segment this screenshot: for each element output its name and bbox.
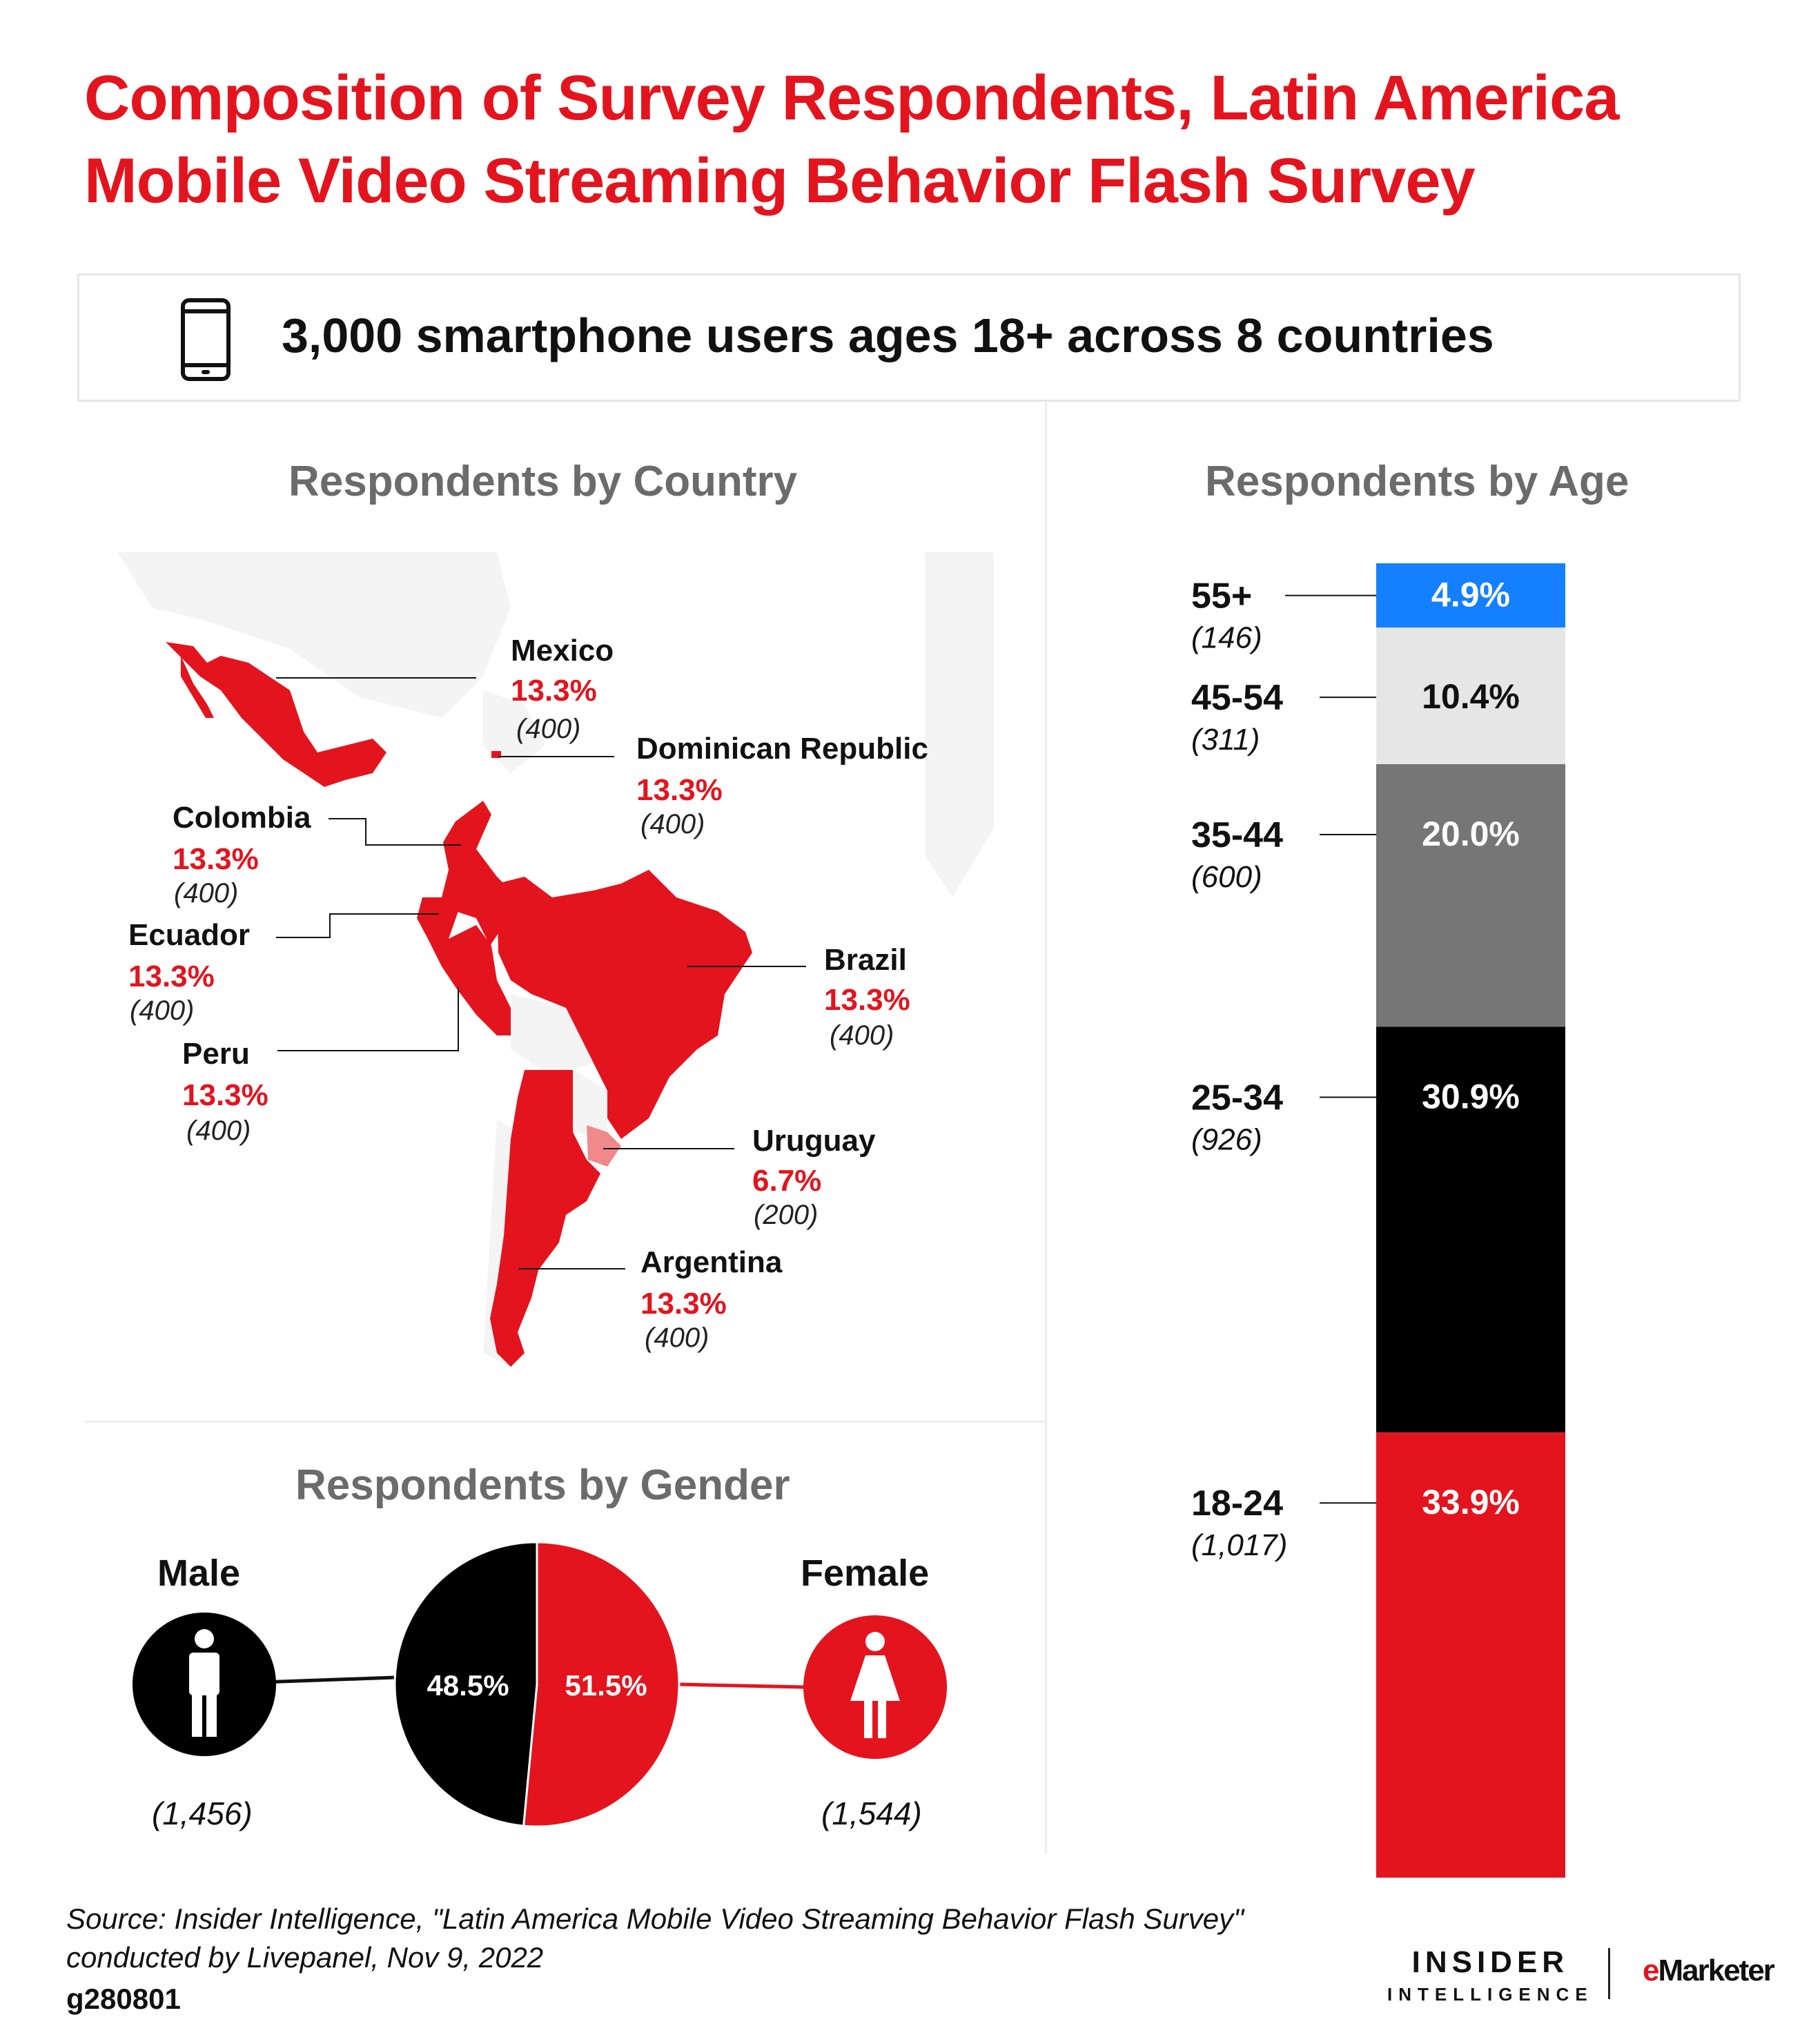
age-count-25-34: (926): [1191, 1122, 1262, 1156]
logo-emarketer-e: e: [1643, 1954, 1660, 1987]
land-paraguay: [573, 1070, 607, 1139]
gender-count-male: (1,456): [152, 1795, 253, 1831]
gender-pie-chart: 48.5% 51.5%: [133, 1541, 947, 1828]
source-line-1: Source: Insider Intelligence, "Latin Ame…: [66, 1902, 1244, 1935]
age-value-55plus: 4.9%: [1431, 576, 1510, 614]
country-pct-peru: 13.3%: [182, 1078, 268, 1112]
age-label-25-34: 25-34: [1191, 1078, 1283, 1118]
country-count-ecuador: (400): [130, 995, 195, 1026]
age-value-18-24: 33.9%: [1422, 1483, 1520, 1521]
country-dominican-republic: [491, 751, 501, 758]
emarketer-logo: eMarketer: [1643, 1954, 1775, 1988]
country-mexico-baja: [181, 656, 214, 718]
chart-title: Composition of Survey Respondents, Latin…: [84, 63, 1619, 216]
country-label-mexico: Mexico: [511, 634, 614, 668]
insider-intelligence-logo: INSIDER INTELLIGENCE: [1387, 1947, 1594, 2010]
country-colombia: [442, 801, 511, 946]
summary-banner: [77, 273, 1741, 402]
male-icon: [189, 1629, 219, 1737]
age-count-18-24: (1,017): [1191, 1528, 1287, 1562]
age-count-35-44: (600): [1191, 860, 1262, 894]
age-value-35-44: 20.0%: [1422, 815, 1520, 853]
gender-section-title: Respondents by Gender: [295, 1461, 790, 1509]
country-pct-ecuador: 13.3%: [128, 960, 215, 993]
gender-connector-female: [678, 1682, 805, 1689]
gender-count-female: (1,544): [821, 1795, 922, 1831]
age-label-45-54: 45-54: [1191, 678, 1283, 718]
age-section-title: Respondents by Age: [1205, 458, 1629, 505]
age-value-45-54: 10.4%: [1422, 677, 1520, 716]
country-ecuador: [417, 897, 458, 939]
age-count-45-54: (311): [1191, 723, 1260, 757]
country-label-ecuador: Ecuador: [128, 918, 251, 952]
country-label-uruguay: Uruguay: [752, 1124, 876, 1158]
section-divider-horizontal: [86, 1421, 1045, 1423]
age-segment-25-34: [1376, 1026, 1565, 1433]
age-stacked-bar: 4.9% 55+ (146) 10.4% 45-54 (311) 20.0% 35-44 (60…: [1191, 563, 1565, 1878]
pie-value-male: 48.5%: [427, 1669, 509, 1702]
logo-emarketer-word: Marketer: [1658, 1954, 1774, 1987]
age-label-35-44: 35-44: [1191, 815, 1283, 855]
land-bolivia: [511, 994, 594, 1077]
age-segment-45-54: [1376, 627, 1565, 765]
land-north-america: [117, 552, 511, 718]
logo-intelligence-word: INTELLIGENCE: [1387, 1984, 1594, 2005]
banner-text: 3,000 smartphone users ages 18+ across 8…: [282, 309, 1494, 362]
pie-slice-male: [393, 1541, 538, 1827]
gender-label-male: Male: [157, 1553, 241, 1594]
land-africa: [925, 552, 994, 897]
gender-label-female: Female: [801, 1553, 930, 1594]
country-label-peru: Peru: [182, 1037, 250, 1071]
age-segment-55plus: [1376, 563, 1565, 628]
female-icon: [850, 1632, 900, 1738]
country-label-brazil: Brazil: [824, 943, 907, 977]
country-label-argentina: Argentina: [640, 1245, 783, 1279]
country-count-brazil: (400): [830, 1020, 894, 1051]
pie-value-female: 51.5%: [565, 1669, 647, 1702]
country-count-uruguay: (200): [754, 1200, 819, 1230]
country-peru: [428, 925, 511, 1035]
source-note: Source: Insider Intelligence, "Latin Ame…: [66, 1900, 1244, 1977]
smartphone-icon: [181, 298, 231, 381]
country-pct-dominican-republic: 13.3%: [636, 773, 723, 807]
logo-separator: [1608, 1948, 1610, 1999]
map-leader-lines: [276, 677, 806, 1269]
chart-code: g280801: [66, 1983, 181, 2015]
age-label-18-24: 18-24: [1191, 1483, 1283, 1524]
country-count-colombia: (400): [174, 878, 239, 908]
country-pct-brazil: 13.3%: [824, 983, 910, 1017]
country-count-argentina: (400): [645, 1323, 709, 1353]
country-pct-argentina: 13.3%: [640, 1287, 727, 1321]
logo-insider-word: INSIDER: [1411, 1945, 1569, 1979]
country-mexico: [166, 642, 386, 787]
country-label-dominican-republic: Dominican Republic: [636, 732, 928, 766]
age-value-25-34: 30.9%: [1422, 1077, 1520, 1116]
country-count-mexico: (400): [516, 714, 581, 744]
country-pct-mexico: 13.3%: [511, 674, 597, 708]
country-brazil: [497, 870, 752, 1139]
country-pct-colombia: 13.3%: [173, 842, 259, 876]
country-argentina: [490, 1070, 600, 1367]
section-divider-vertical: [1045, 402, 1047, 1854]
country-section-title: Respondents by Country: [288, 458, 798, 505]
country-count-peru: (400): [186, 1116, 251, 1146]
age-segment-18-24: [1376, 1432, 1565, 1878]
country-label-colombia: Colombia: [173, 801, 311, 835]
pie-slice-female: [522, 1541, 681, 1828]
latin-america-map: [117, 552, 994, 1367]
source-line-2: conducted by Livepanel, Nov 9, 2022: [66, 1941, 544, 1974]
country-count-dominican-republic: (400): [640, 809, 705, 839]
age-segment-35-44: [1376, 764, 1565, 1027]
country-pct-uruguay: 6.7%: [752, 1164, 822, 1198]
country-uruguay: [587, 1125, 621, 1167]
age-count-55plus: (146): [1191, 621, 1262, 655]
age-label-55plus: 55+: [1191, 576, 1252, 616]
